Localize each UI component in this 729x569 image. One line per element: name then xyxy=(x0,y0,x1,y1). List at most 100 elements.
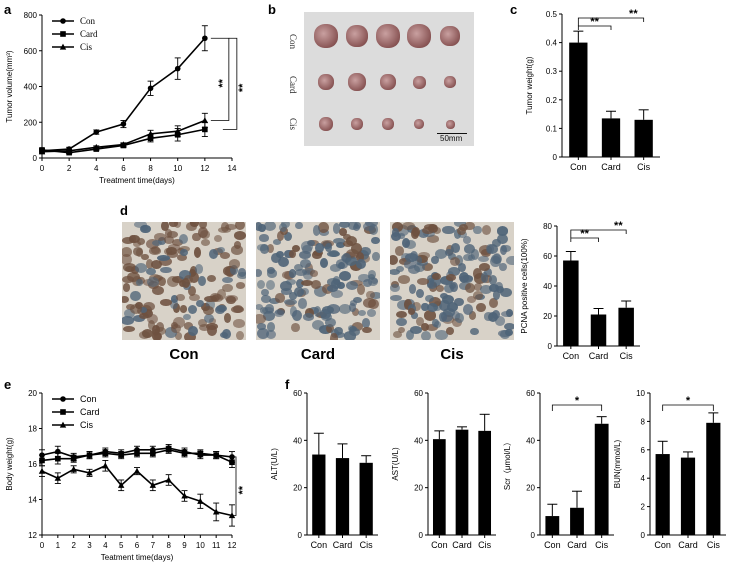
stained-nucleus xyxy=(338,228,347,237)
histology-label-cis: Cis xyxy=(440,346,464,363)
stained-nucleus xyxy=(414,256,423,266)
e-x-tick-label-9: 9 xyxy=(182,541,187,550)
stained-nucleus xyxy=(433,226,442,234)
stained-nucleus xyxy=(148,246,162,255)
f1-y-tick-label-1: 20 xyxy=(293,484,302,493)
stained-nucleus xyxy=(183,322,194,331)
a-point-card-6 xyxy=(202,126,208,133)
stained-nucleus xyxy=(151,259,163,270)
stained-nucleus xyxy=(432,273,442,280)
stained-nucleus xyxy=(343,233,352,241)
stained-nucleus xyxy=(362,318,370,328)
tumor-sample xyxy=(414,119,424,129)
stained-nucleus xyxy=(483,312,494,321)
stained-nucleus xyxy=(464,243,476,254)
c-bar-cis xyxy=(634,119,653,157)
stained-nucleus xyxy=(333,223,341,234)
a-y-tick-label-4: 800 xyxy=(24,11,38,20)
a-point-card-4 xyxy=(147,135,154,142)
stained-nucleus xyxy=(351,321,364,332)
a-x-tick-label-4: 8 xyxy=(148,164,153,173)
d-y-tick-label-1: 20 xyxy=(543,312,552,321)
tumor-sample xyxy=(348,73,366,91)
a-legend-label-cis: Cis xyxy=(80,42,93,52)
stained-nucleus xyxy=(327,278,341,286)
stained-nucleus xyxy=(124,308,136,318)
stained-nucleus xyxy=(301,280,313,287)
f1-x-tick-label-2: Cis xyxy=(360,540,373,550)
stained-nucleus xyxy=(453,229,462,240)
stained-nucleus xyxy=(219,252,231,260)
stained-nucleus xyxy=(263,310,275,322)
e-point-cis-1 xyxy=(54,474,62,481)
stained-nucleus xyxy=(224,294,238,303)
stained-nucleus xyxy=(260,288,269,297)
stained-nucleus xyxy=(211,294,219,302)
stained-nucleus xyxy=(479,245,493,255)
e-x-tick-label-6: 6 xyxy=(135,541,140,550)
stained-nucleus xyxy=(464,222,475,231)
stained-nucleus xyxy=(263,222,276,232)
stained-nucleus xyxy=(467,296,477,303)
a-point-cis-3 xyxy=(120,141,127,148)
tumor-sample xyxy=(346,25,368,47)
stained-nucleus xyxy=(486,244,495,255)
stained-nucleus xyxy=(154,233,166,241)
stained-nucleus xyxy=(492,310,501,320)
stained-nucleus xyxy=(264,303,275,313)
e-y-tick-label-0: 12 xyxy=(28,531,37,540)
stained-nucleus xyxy=(318,222,330,233)
stained-nucleus xyxy=(122,296,129,304)
stained-nucleus xyxy=(164,235,175,245)
stained-nucleus xyxy=(447,302,459,313)
stained-nucleus xyxy=(460,275,474,282)
stained-nucleus xyxy=(329,264,342,273)
stained-nucleus xyxy=(266,244,274,254)
f4-y-tick-label-5: 10 xyxy=(636,389,645,398)
d-y-tick-label-3: 60 xyxy=(543,252,552,261)
f3-y-tick-label-0: 0 xyxy=(531,531,536,540)
stained-nucleus xyxy=(397,275,411,285)
stained-nucleus xyxy=(467,253,476,261)
a-x-tick-label-1: 2 xyxy=(67,164,72,173)
stained-nucleus xyxy=(363,279,372,287)
tumor-sample xyxy=(407,24,431,48)
stained-nucleus xyxy=(444,283,454,294)
stained-nucleus xyxy=(473,273,486,284)
stained-nucleus xyxy=(346,280,359,290)
a-x-tick-label-7: 14 xyxy=(228,164,237,173)
c-y-tick-label-1: 0.1 xyxy=(546,124,558,133)
stained-nucleus xyxy=(473,225,482,234)
e-x-tick-label-7: 7 xyxy=(151,541,156,550)
stained-nucleus xyxy=(372,251,380,262)
stained-nucleus xyxy=(203,313,215,324)
stained-nucleus xyxy=(146,277,159,287)
stained-nucleus xyxy=(157,237,167,245)
f1-y-tick-label-2: 40 xyxy=(293,436,302,445)
stained-nucleus xyxy=(326,324,334,334)
f1-y-axis-label: ALT(U/L) xyxy=(270,448,279,480)
a-point-cis-2 xyxy=(93,143,100,150)
tumor-sample xyxy=(382,118,394,130)
stained-nucleus xyxy=(497,233,509,245)
stained-nucleus xyxy=(367,273,376,281)
a-x-tick-label-0: 0 xyxy=(40,164,45,173)
stained-nucleus xyxy=(476,302,486,313)
stained-nucleus xyxy=(189,222,200,227)
stained-nucleus xyxy=(319,325,332,335)
stained-nucleus xyxy=(493,290,501,300)
stained-nucleus xyxy=(268,297,280,305)
stained-nucleus xyxy=(179,269,191,280)
stained-nucleus xyxy=(396,300,410,311)
stained-nucleus xyxy=(415,288,424,298)
c-bar-con xyxy=(569,42,588,157)
stained-nucleus xyxy=(439,292,448,299)
stained-nucleus xyxy=(156,254,170,261)
stained-nucleus xyxy=(411,301,421,312)
a-legend-marker-card xyxy=(60,31,66,37)
stained-nucleus xyxy=(205,322,219,331)
a-x-tick-label-3: 6 xyxy=(121,164,126,173)
stained-nucleus xyxy=(410,326,423,335)
e-x-tick-label-8: 8 xyxy=(166,541,171,550)
stained-nucleus xyxy=(258,234,269,242)
